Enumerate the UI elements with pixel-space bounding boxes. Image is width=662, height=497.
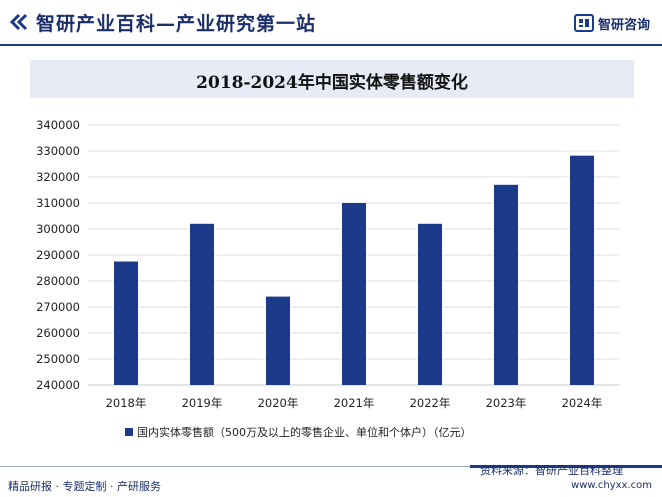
y-tick-label: 240000 (36, 378, 80, 392)
footer-tags: 精品研报 · 专题定制 · 产研服务 (8, 480, 161, 493)
bars (114, 155, 594, 385)
x-tick-label: 2023年 (486, 396, 527, 410)
brand-logo-text: 智研咨询 (597, 17, 650, 33)
header-title: 智研产业百科—产业研究第一站 (36, 13, 317, 35)
x-tick-label: 2024年 (562, 396, 603, 410)
legend-label: 国内实体零售额（500万及以上的零售企业、单位和个体户）（亿元） (137, 426, 472, 439)
x-tick-label: 2021年 (334, 396, 375, 410)
bar (342, 203, 366, 385)
footer-accent-bar (470, 465, 662, 468)
footer-divider (0, 466, 662, 467)
y-tick-label: 320000 (36, 170, 80, 184)
chart-title-band: 2018-2024年中国实体零售额变化 (30, 60, 634, 98)
bar (266, 296, 290, 385)
x-tick-label: 2019年 (182, 396, 223, 410)
header: 智研产业百科—产业研究第一站 智研咨询 (0, 0, 662, 44)
bar (570, 155, 594, 385)
bar (114, 261, 138, 385)
legend: 国内实体零售额（500万及以上的零售企业、单位和个体户）（亿元） (125, 424, 472, 440)
chart-title: 2018-2024年中国实体零售额变化 (196, 73, 468, 93)
x-axis-ticks: 2018年 2019年 2020年 2021年 2022年 2023年 2024年 (106, 396, 603, 410)
x-tick-label: 2018年 (106, 396, 147, 410)
y-axis-ticks: 240000 250000 260000 270000 280000 290000 3000… (36, 118, 80, 392)
bar (190, 223, 214, 385)
y-tick-label: 300000 (36, 222, 80, 236)
y-tick-label: 250000 (36, 352, 80, 366)
bar (418, 223, 442, 385)
header-divider (0, 44, 662, 46)
bar (494, 184, 518, 385)
header-double-chevron-icon (10, 13, 28, 31)
y-tick-label: 280000 (36, 274, 80, 288)
y-tick-label: 340000 (36, 118, 80, 132)
legend-swatch (125, 428, 133, 436)
x-tick-label: 2020年 (258, 396, 299, 410)
brand-logo-icon (573, 14, 594, 32)
y-tick-label: 260000 (36, 326, 80, 340)
bar-chart: 240000 250000 260000 270000 280000 290000 3000… (36, 118, 620, 410)
x-tick-label: 2022年 (410, 396, 451, 410)
y-tick-label: 270000 (36, 300, 80, 314)
y-tick-label: 290000 (36, 248, 80, 262)
footer-source: 资料来源：智研产业百科整理 (480, 464, 623, 477)
y-tick-label: 310000 (36, 196, 80, 210)
brand-logo[interactable]: 智研咨询 (573, 13, 650, 33)
footer-url[interactable]: www.chyxx.com (571, 480, 652, 491)
y-tick-label: 330000 (36, 144, 80, 158)
